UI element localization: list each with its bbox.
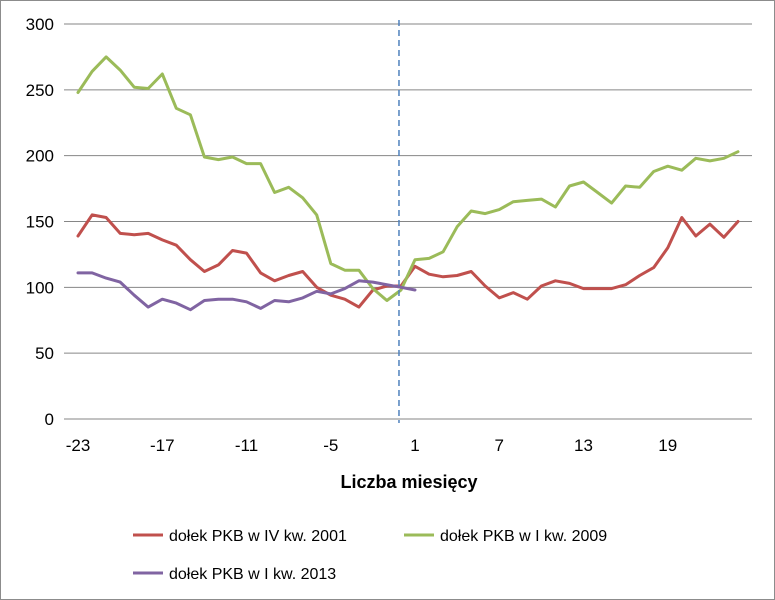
legend-label-1: dołek PKB w IV kw. 2001 (169, 528, 347, 545)
legend[interactable]: dołek PKB w IV kw. 2001 dołek PKB w I kw.… (133, 528, 607, 583)
y-tick-label: 300 (26, 15, 54, 34)
y-axis-ticks: 0 50 100 150 200 250 300 (26, 15, 54, 429)
y-tick-label: 150 (26, 213, 54, 232)
x-tick-label: 1 (410, 436, 419, 455)
x-tick-label: -23 (66, 436, 91, 455)
y-tick-label: 200 (26, 147, 54, 166)
series-line-1 (76, 213, 740, 309)
x-tick-label: -11 (235, 436, 258, 455)
x-tick-label: -17 (150, 436, 175, 455)
x-tick-label: 19 (658, 436, 677, 455)
x-axis-ticks: -23 -17 -11 -5 1 7 13 19 (66, 436, 677, 455)
series-line-3 (76, 271, 417, 312)
legend-label-2: dołek PKB w I kw. 2009 (440, 528, 607, 545)
x-tick-label: -5 (323, 436, 338, 455)
x-tick-label: 13 (574, 436, 593, 455)
y-tick-label: 100 (26, 278, 54, 297)
legend-label-3: dołek PKB w I kw. 2013 (169, 566, 336, 583)
y-tick-label: 250 (26, 81, 54, 100)
x-tick-label: 7 (495, 436, 504, 455)
grid-lines (64, 23, 752, 354)
series-line-2 (76, 55, 740, 302)
y-tick-label: 0 (45, 410, 54, 429)
series-lines (76, 55, 740, 312)
x-axis-label: Liczba miesięcy (340, 472, 477, 492)
y-tick-label: 50 (35, 344, 54, 363)
